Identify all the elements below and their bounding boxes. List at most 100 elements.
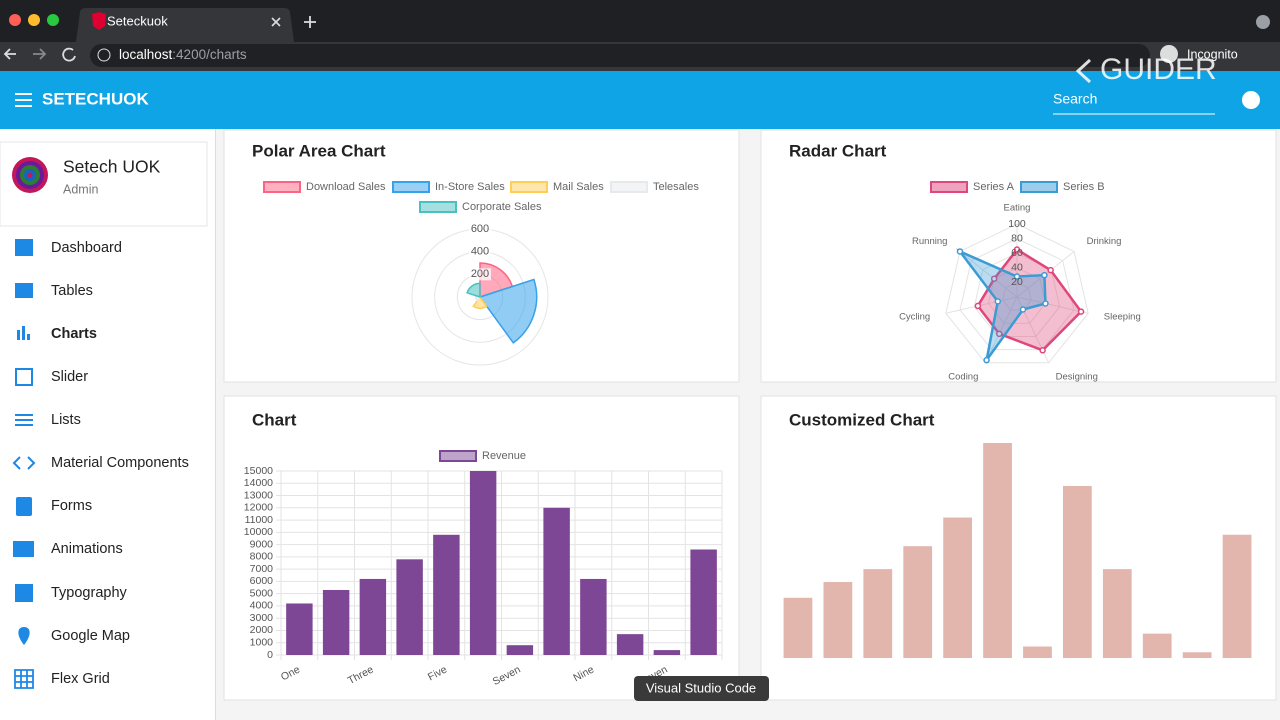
nav-item[interactable]: Dashboard xyxy=(51,240,122,256)
legend-swatch xyxy=(392,181,430,193)
nav-item[interactable]: Animations xyxy=(51,541,123,557)
card-title: Customized Chart xyxy=(789,410,935,429)
bar xyxy=(469,471,497,655)
y-tick-label: 15000 xyxy=(244,465,273,477)
radar-point xyxy=(1042,300,1049,307)
nav-icon xyxy=(18,627,30,645)
axis-label: Drinking xyxy=(1087,236,1122,247)
y-tick-label: 6000 xyxy=(250,575,274,587)
legend-label: Corporate Sales xyxy=(462,201,542,213)
legend-label: Revenue xyxy=(482,450,526,462)
tab-close[interactable] xyxy=(271,17,281,27)
r-tick-label: 600 xyxy=(471,223,489,235)
y-tick-label: 5000 xyxy=(250,587,274,599)
radar-point xyxy=(983,356,990,364)
legend-swatch xyxy=(930,181,968,193)
nav-item[interactable]: Flex Grid xyxy=(51,671,110,687)
bar xyxy=(783,597,813,658)
user-role: Admin xyxy=(63,182,98,196)
grid-ring xyxy=(959,238,1075,351)
tab-title: Seteckuok xyxy=(107,13,168,28)
bar xyxy=(543,507,570,655)
bar xyxy=(1023,646,1052,658)
user-name: Setech UOK xyxy=(63,157,161,177)
search-input[interactable]: Search xyxy=(1053,91,1097,107)
polar-segment xyxy=(478,278,538,344)
axis-label: Running xyxy=(912,236,947,247)
grid-ring xyxy=(973,252,1061,337)
nav-item[interactable]: Forms xyxy=(51,498,92,514)
active-tab[interactable] xyxy=(76,8,294,42)
nav-item[interactable]: Typography xyxy=(51,585,128,601)
omnibox[interactable] xyxy=(90,44,1150,67)
radar-point xyxy=(1013,273,1021,280)
spoke xyxy=(945,296,1018,314)
minimize-window[interactable] xyxy=(28,14,40,26)
radar-point xyxy=(1039,347,1046,354)
legend-swatch xyxy=(1020,181,1058,193)
sidebar xyxy=(0,129,215,720)
close-window[interactable] xyxy=(9,14,21,26)
bar xyxy=(359,578,387,655)
y-tick-label: 9000 xyxy=(250,538,274,550)
maximize-window[interactable] xyxy=(47,14,59,26)
tick-backdrop xyxy=(469,223,491,235)
nav-item[interactable]: Material Components xyxy=(51,455,189,471)
r-tick-label: 80 xyxy=(1011,232,1023,244)
legend-swatch xyxy=(510,181,548,193)
nav-item[interactable]: Google Map xyxy=(51,628,130,644)
bar xyxy=(1102,569,1132,658)
r-tick-label: 400 xyxy=(471,246,489,258)
spoke xyxy=(959,251,1018,298)
nav-icon xyxy=(17,326,30,340)
y-tick-label: 14000 xyxy=(244,477,273,489)
bar xyxy=(1222,534,1252,658)
url: localhost:4200/charts xyxy=(119,47,247,62)
nav-item[interactable]: Lists xyxy=(51,412,81,428)
menu-button[interactable] xyxy=(15,93,32,107)
nav-item[interactable]: Slider xyxy=(51,369,88,385)
nav-icon xyxy=(15,239,33,256)
nav-item[interactable]: Charts xyxy=(51,326,97,342)
back-button[interactable] xyxy=(3,48,16,60)
bar xyxy=(616,634,644,655)
nav-list: Dashboard Tables Charts Slider Lists Mat… xyxy=(12,239,189,689)
new-tab[interactable] xyxy=(304,16,316,28)
tab-menu[interactable] xyxy=(1256,15,1270,29)
radar-point xyxy=(994,298,1002,305)
site-info[interactable] xyxy=(97,48,111,62)
account-button[interactable] xyxy=(1242,91,1260,109)
axis-label: Eating xyxy=(1004,203,1031,214)
overlay: Visual Studio Code xyxy=(634,676,769,701)
tooltip xyxy=(634,676,769,701)
bar xyxy=(1182,652,1212,658)
legend-swatch xyxy=(263,181,301,193)
radar-point xyxy=(990,275,998,283)
card-title: Polar Area Chart xyxy=(252,141,386,160)
profile-label[interactable]: Incognito xyxy=(1187,47,1238,61)
bar xyxy=(322,589,350,655)
tick-backdrop xyxy=(469,245,491,258)
y-tick-label: 3000 xyxy=(250,612,274,624)
nav-icon xyxy=(12,456,36,470)
app-title: SETECHUOK xyxy=(42,89,149,108)
bar xyxy=(823,582,853,658)
forward-button[interactable] xyxy=(33,48,47,60)
url-path: :4200/charts xyxy=(172,47,247,62)
grid-ring xyxy=(987,267,1047,324)
y-tick-label: 2000 xyxy=(250,624,274,636)
radar-point xyxy=(1019,306,1027,313)
reload-button[interactable] xyxy=(62,47,76,62)
y-tick-label: 11000 xyxy=(245,514,274,526)
radar-point xyxy=(1077,308,1085,315)
nav-icon xyxy=(15,368,33,386)
avatar xyxy=(12,157,48,193)
axis-label: Designing xyxy=(1056,372,1098,383)
app-toolbar xyxy=(0,71,1280,129)
legend-label: Mail Sales xyxy=(553,181,604,193)
polar-segment xyxy=(472,295,488,310)
r-tick-label: 100 xyxy=(1008,218,1026,230)
nav-item[interactable]: Tables xyxy=(51,283,93,299)
watermark: GUIDER xyxy=(1100,53,1217,86)
